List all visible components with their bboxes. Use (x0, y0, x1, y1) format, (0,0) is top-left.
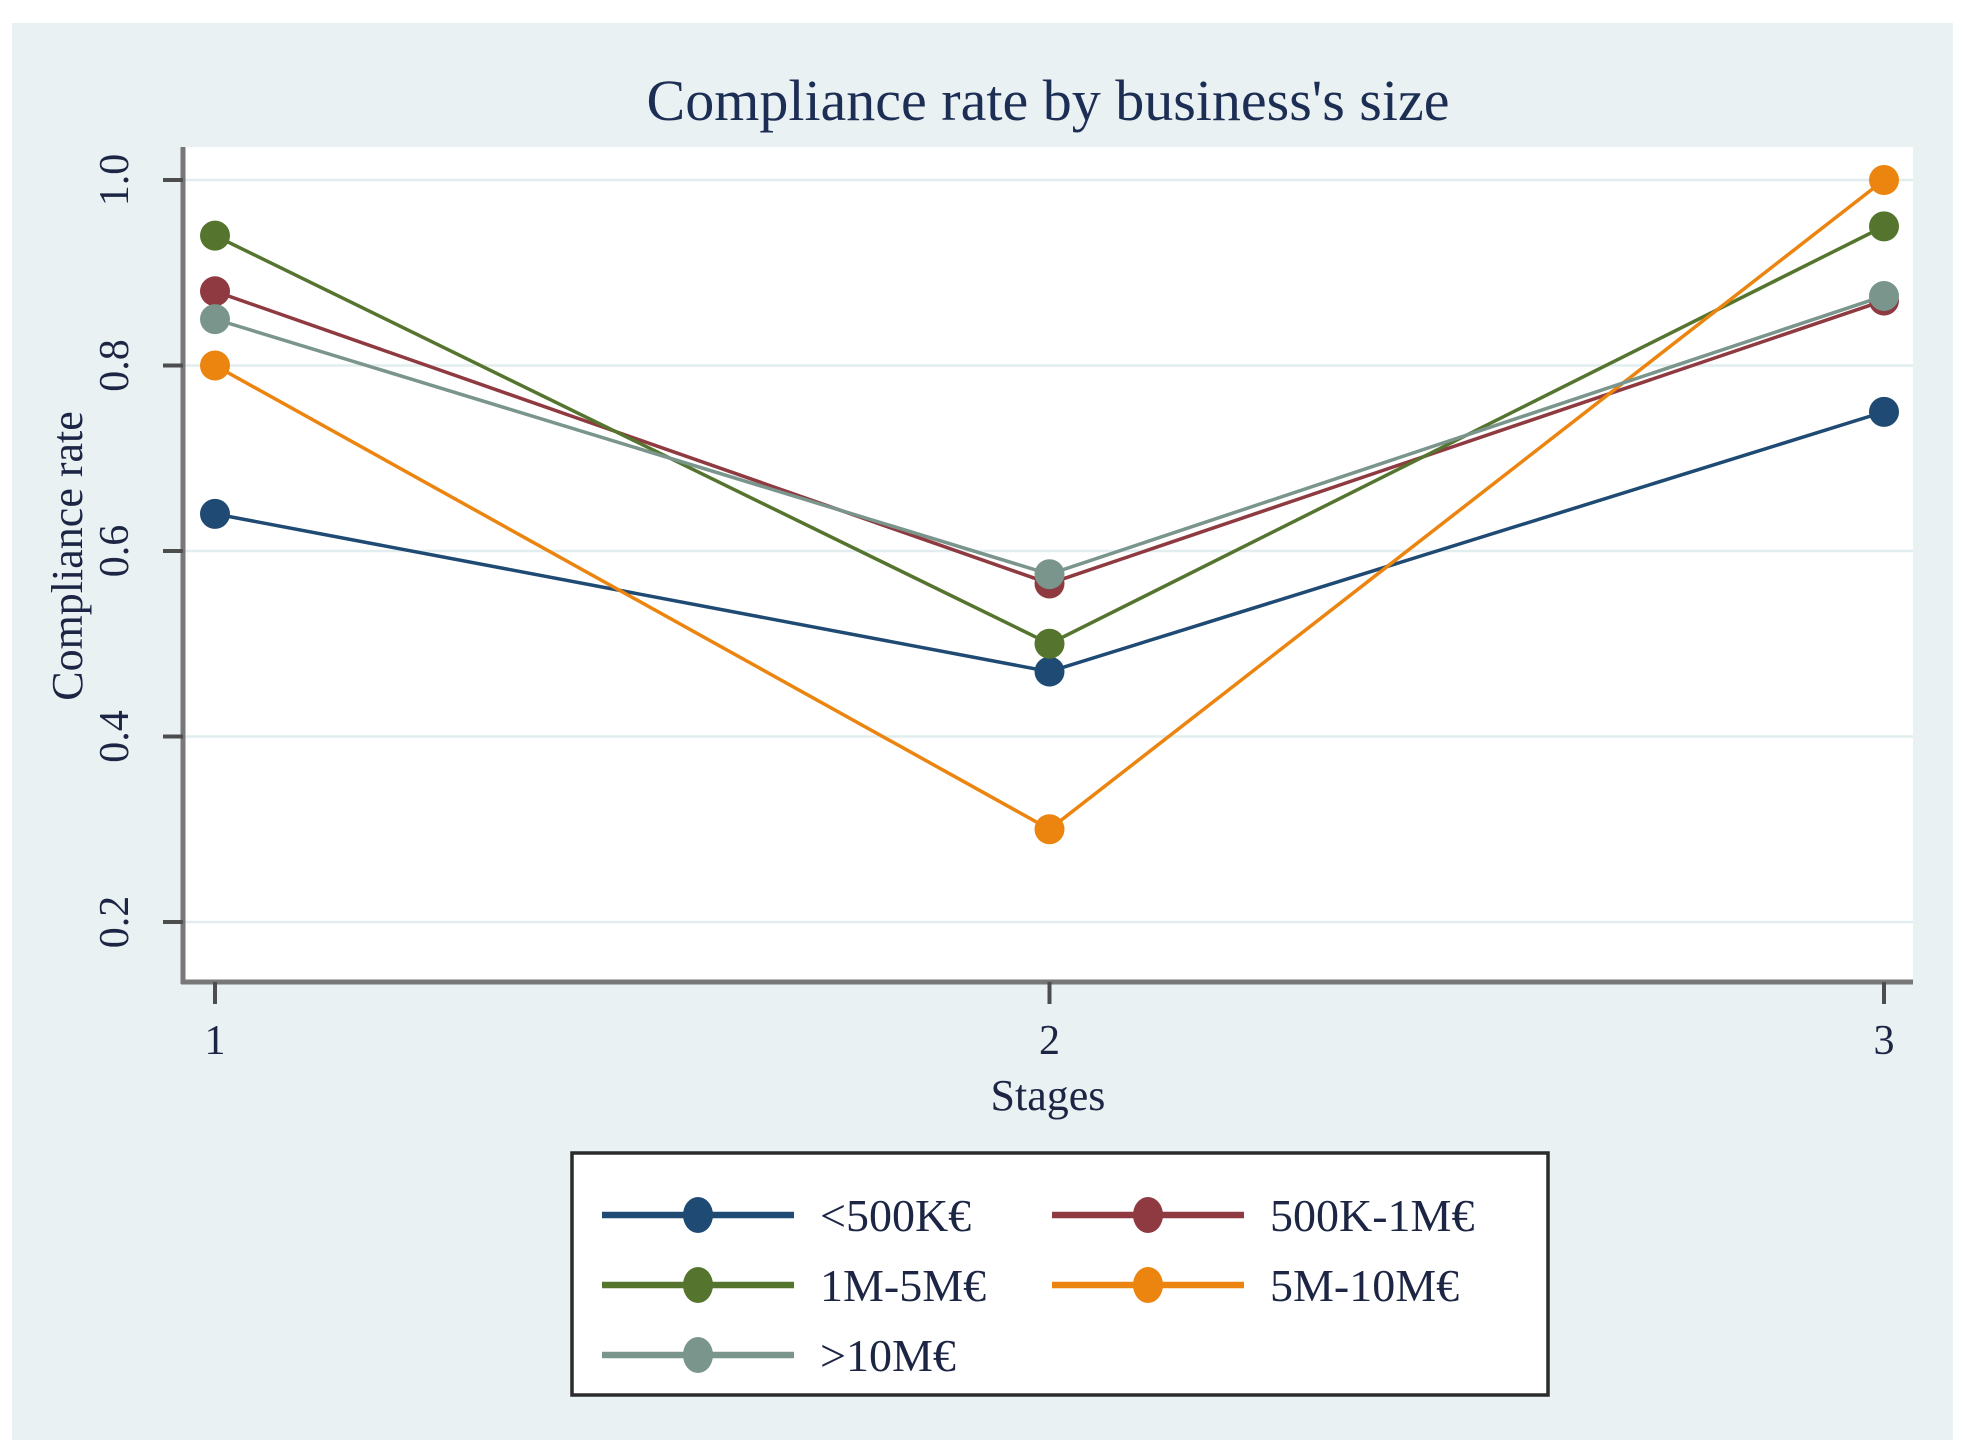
legend-marker-0 (683, 1197, 713, 1233)
legend-entry-3: 5M-10M€ (1052, 1260, 1459, 1311)
legend-label-2: 1M-5M€ (820, 1260, 986, 1311)
legend-layer: <500K€ 500K-1M€ 1M-5M€ 5M-10M€ >10M€ (570, 1151, 1550, 1397)
y-tick-label-1: 1.0 (92, 154, 138, 207)
series-marker-0-stage-3 (1869, 396, 1899, 427)
y-tick-label-0.2: 0.2 (92, 896, 138, 949)
series-marker-4-stage-2 (1034, 559, 1065, 590)
x-axis-title: Stages (991, 1071, 1106, 1120)
legend-marker-3 (1133, 1267, 1163, 1303)
legend-entry-1: 500K-1M€ (1052, 1190, 1474, 1241)
legend-marker-2 (683, 1267, 713, 1303)
y-tick-label-0.4: 0.4 (92, 710, 138, 763)
series-marker-2-stage-1 (200, 220, 230, 251)
y-tick-label-0.6: 0.6 (92, 525, 138, 578)
axes-layer: 0.2 0.4 0.6 0.8 1.0 1 2 3 (92, 147, 1913, 1064)
x-tick-label-1: 1 (205, 1018, 226, 1064)
y-tick-label-0.8: 0.8 (92, 339, 138, 392)
legend-entry-2: 1M-5M€ (602, 1260, 986, 1311)
legend-entry-4: >10M€ (602, 1330, 956, 1381)
gridlines-layer (183, 178, 1913, 924)
series-marker-3-stage-3 (1869, 165, 1899, 195)
legend-label-0: <500K€ (820, 1190, 971, 1241)
legend-label-3: 5M-10M€ (1270, 1260, 1459, 1311)
legend-label-1: 500K-1M€ (1270, 1190, 1474, 1241)
legend-entry-0: <500K€ (602, 1190, 971, 1241)
x-tick-label-3: 3 (1874, 1018, 1895, 1064)
series-marker-3-stage-1 (200, 350, 230, 381)
legend-label-4: >10M€ (820, 1330, 956, 1381)
series-marker-2-stage-2 (1034, 628, 1065, 659)
legend-marker-1 (1133, 1197, 1163, 1233)
series-marker-0-stage-1 (200, 498, 230, 529)
y-axis-title: Compliance rate (43, 411, 92, 701)
series-marker-3-stage-2 (1034, 814, 1065, 845)
series-marker-2-stage-3 (1869, 211, 1899, 242)
series-marker-1-stage-1 (200, 276, 230, 307)
series-marker-0-stage-2 (1034, 656, 1065, 687)
series-marker-4-stage-1 (200, 304, 230, 335)
legend-marker-4 (683, 1337, 713, 1373)
x-tick-label-2: 2 (1039, 1018, 1060, 1064)
chart-title: Compliance rate by business's size (647, 68, 1450, 133)
series-marker-4-stage-3 (1869, 280, 1899, 311)
series-layer (200, 165, 1899, 845)
